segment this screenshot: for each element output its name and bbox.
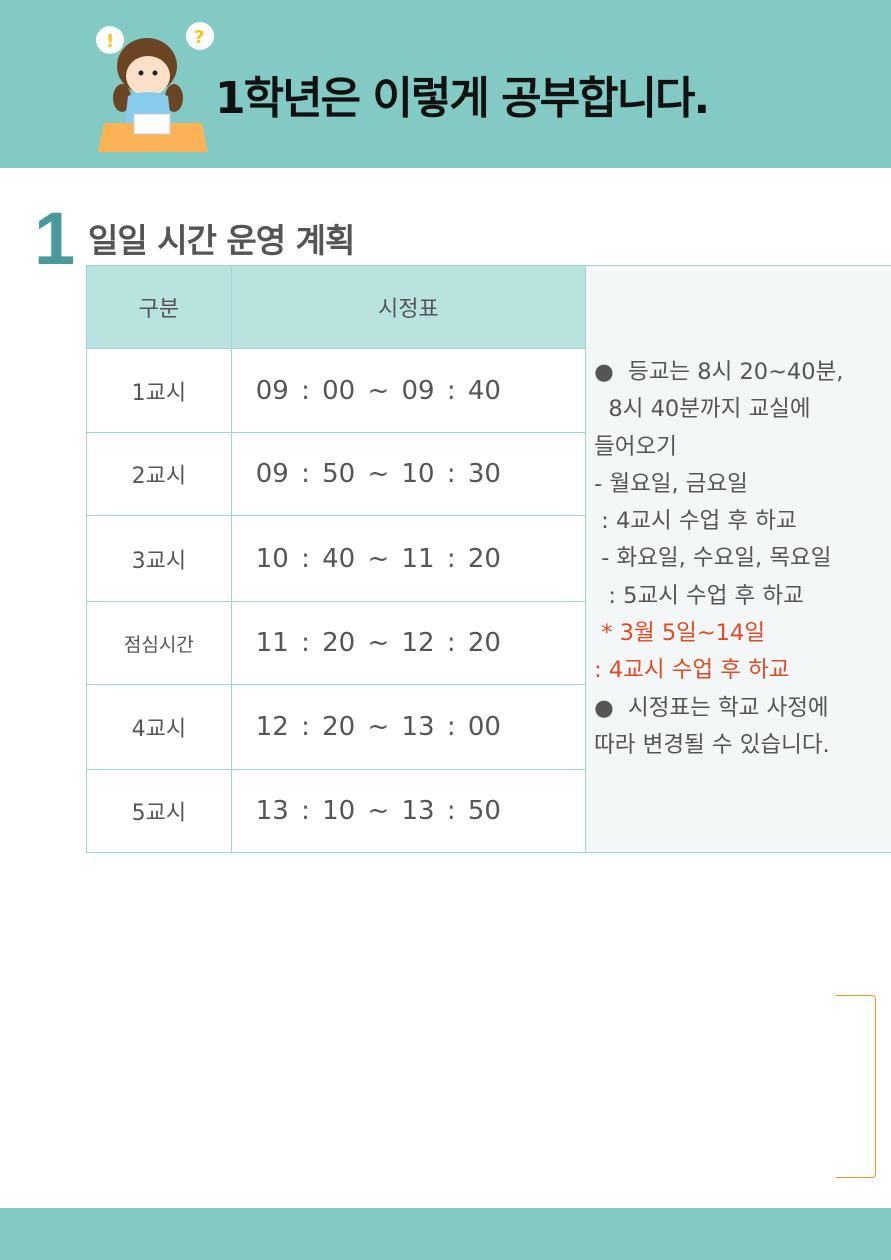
notes-text: ● 등교는 8시 20~40분, 8시 40분까지 교실에 들어오기 - 월요일…	[594, 359, 844, 609]
table-row: 4교시 12 : 20 ~ 13 : 00	[86, 684, 891, 770]
period-label: 1교시	[86, 348, 232, 433]
period-time: 12 : 20 ~ 13 : 00	[230, 684, 587, 770]
period-time: 10 : 40 ~ 11 : 20	[230, 515, 587, 602]
student-illustration-icon: ! ?	[96, 22, 214, 152]
section-number: 1	[34, 197, 76, 280]
period-label: 3교시	[86, 515, 232, 602]
bracket-decoration	[836, 995, 876, 1178]
period-label: 점심시간	[86, 601, 232, 685]
table-row: 1교시 09 : 00 ~ 09 : 40	[86, 348, 891, 433]
footer-band	[0, 1208, 891, 1260]
svg-text:?: ?	[194, 27, 204, 48]
table-row: 3교시 10 : 40 ~ 11 : 20	[86, 515, 891, 602]
table-header-row: 구분 시정표 ● 등교는 8시 20~40분, 8시 40분까지 교실에 들어오…	[86, 265, 891, 853]
svg-text:!: !	[106, 31, 114, 52]
header-schedule: 시정표	[230, 265, 587, 349]
notes-text-2: ● 시정표는 학교 사정에 따라 변경될 수 있습니다.	[594, 694, 830, 758]
table-row: 5교시 13 : 10 ~ 13 : 50	[86, 769, 891, 853]
section-title: 일일 시간 운영 계획	[88, 221, 355, 260]
notes-highlight: * 3월 5일~14일 : 4교시 수업 후 하교	[594, 620, 790, 684]
table-row: 점심시간 11 : 20 ~ 12 : 20	[86, 601, 891, 685]
schedule-table: 구분 시정표 ● 등교는 8시 20~40분, 8시 40분까지 교실에 들어오…	[86, 265, 891, 853]
table-row: 2교시 09 : 50 ~ 10 : 30	[86, 432, 891, 516]
period-time: 11 : 20 ~ 12 : 20	[230, 601, 587, 685]
period-time: 13 : 10 ~ 13 : 50	[230, 769, 587, 853]
page-title: 1학년은 이렇게 공부합니다.	[215, 73, 710, 124]
notes-cell: ● 등교는 8시 20~40분, 8시 40분까지 교실에 들어오기 - 월요일…	[585, 265, 891, 853]
period-label: 5교시	[86, 769, 232, 853]
header-category: 구분	[86, 265, 232, 349]
period-label: 2교시	[86, 432, 232, 516]
period-label: 4교시	[86, 684, 232, 770]
header-banner: ! ? 1학년은 이렇게 공부합니다.	[0, 0, 891, 168]
period-time: 09 : 00 ~ 09 : 40	[230, 348, 587, 433]
period-time: 09 : 50 ~ 10 : 30	[230, 432, 587, 516]
